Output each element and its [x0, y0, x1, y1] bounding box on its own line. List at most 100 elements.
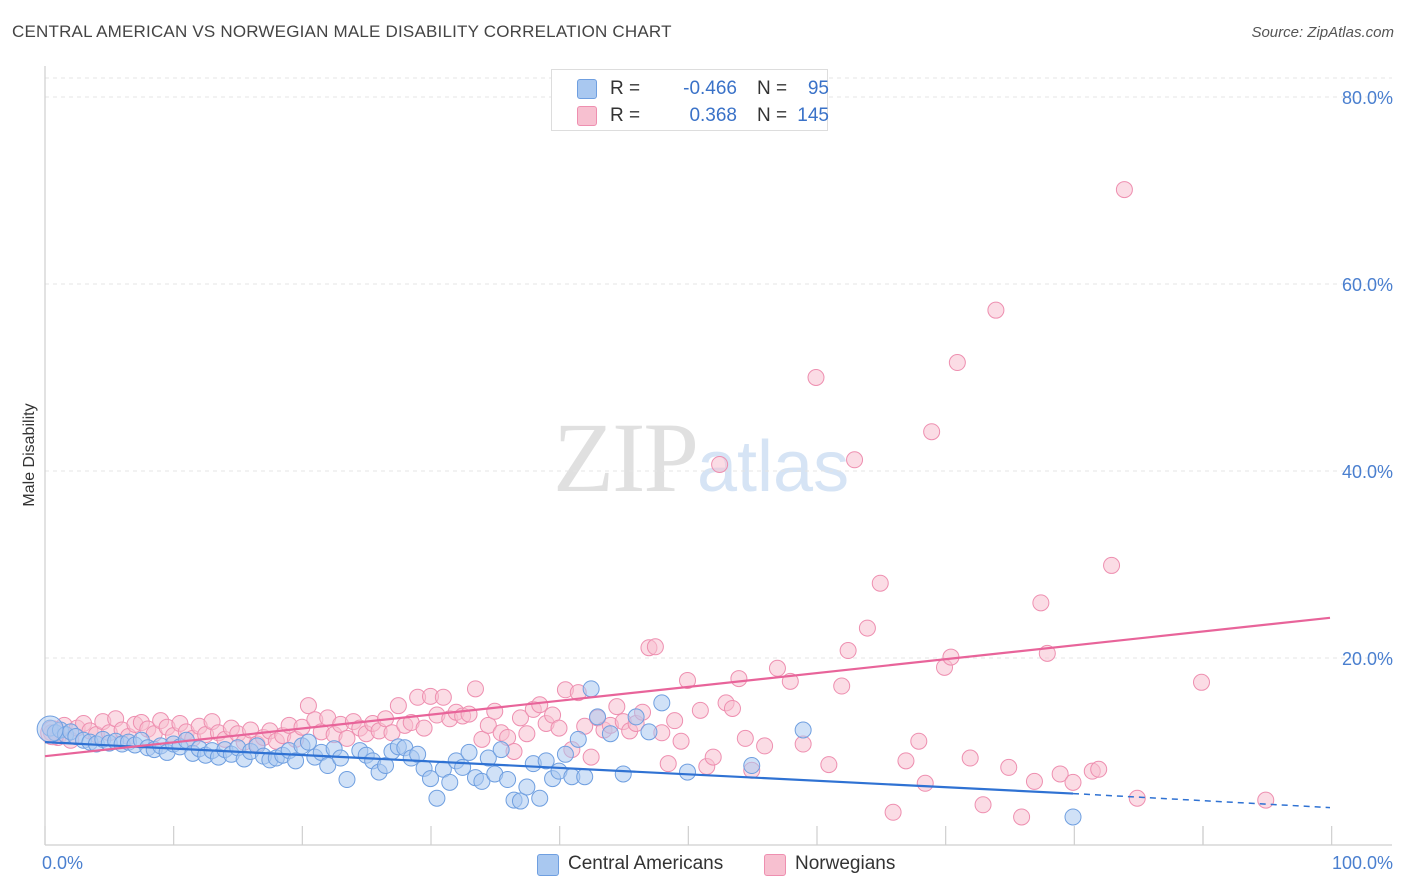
norwegian-point [550, 719, 568, 737]
legend-r-value: 0.368 [689, 105, 737, 126]
norwegian-point [871, 574, 889, 592]
central-american-point [422, 770, 439, 788]
central-american-point [287, 752, 305, 770]
norwegian-point [299, 697, 317, 715]
norwegian-point [884, 803, 902, 821]
central-american-point [36, 715, 64, 743]
legend-swatch-blue [537, 854, 559, 876]
norwegian-point [659, 755, 677, 773]
legend-label: Central Americans [568, 853, 724, 874]
norwegian-point [704, 748, 722, 766]
central-americans-trend-line [44, 741, 1074, 795]
norwegian-point [511, 709, 529, 727]
norwegian-point [730, 670, 748, 688]
central-american-point [460, 743, 478, 761]
central-american-point [556, 745, 574, 763]
norwegian-point [910, 732, 928, 750]
central-american-point [679, 763, 696, 781]
norwegians-points [40, 181, 1275, 826]
norwegian-point [646, 638, 664, 656]
norwegian-point [672, 732, 690, 750]
central-american-point [582, 680, 600, 698]
central-american-point [640, 723, 658, 741]
norwegian-point [1257, 791, 1275, 809]
norwegian-point [948, 354, 966, 372]
correlation-legend: R = -0.466 N = 95 R = 0.368 N = 145 [551, 69, 829, 131]
central-american-point [537, 752, 555, 770]
central-american-point [531, 789, 549, 807]
x-tick-label: 0.0% [42, 853, 83, 873]
norwegian-point [1032, 594, 1050, 612]
central-american-point [479, 749, 497, 767]
legend-swatch-pink [764, 854, 786, 876]
central-americans-trend-extension [1072, 792, 1331, 809]
norwegian-point [768, 659, 786, 677]
norwegian-point [460, 705, 478, 723]
legend-n-value: 145 [797, 105, 829, 126]
legend-r-label: R = [610, 105, 641, 126]
central-american-point [589, 708, 607, 726]
norwegian-point [1128, 789, 1146, 807]
norwegian-point [858, 619, 876, 637]
norwegian-point [466, 680, 484, 698]
norwegian-point [756, 737, 774, 755]
norwegian-point [839, 642, 857, 660]
norwegian-point [923, 423, 941, 441]
norwegian-point [1193, 673, 1210, 691]
legend-r-value: -0.466 [683, 78, 737, 99]
central-american-point [492, 741, 510, 759]
norwegian-point [1090, 760, 1108, 778]
norwegian-point [666, 712, 684, 730]
norwegian-point [479, 716, 497, 734]
central-american-point [518, 778, 536, 796]
central-american-point [499, 771, 517, 789]
y-tick-label: 20.0% [1342, 649, 1393, 669]
central-american-point [1064, 808, 1082, 826]
central-american-point [627, 708, 645, 726]
norwegian-point [1064, 773, 1082, 791]
norwegian-point [1025, 772, 1043, 790]
legend-n-label: N = [757, 105, 788, 126]
legend-swatch-blue [577, 79, 597, 99]
norwegian-point [1103, 556, 1121, 574]
central-american-point [576, 768, 594, 786]
norwegian-point [1051, 765, 1069, 783]
x-tick-label: 100.0% [1332, 853, 1393, 873]
norwegian-point [711, 455, 729, 473]
legend-swatch-pink [577, 106, 597, 126]
central-american-point [653, 694, 671, 712]
norwegian-point [1013, 808, 1031, 826]
central-american-point [473, 772, 491, 790]
norwegian-point [846, 451, 864, 469]
norwegian-point [807, 369, 825, 386]
central-american-point [338, 771, 356, 789]
central-american-point [569, 730, 587, 748]
central-american-point [794, 721, 812, 739]
norwegian-point [1000, 758, 1018, 776]
tick-labels: 20.0% 40.0% 60.0% 80.0% 0.0% 100.0% [42, 88, 1393, 873]
source-label: Source: ZipAtlas.com [1251, 24, 1394, 41]
central-american-point [409, 745, 427, 763]
central-american-point [319, 757, 337, 775]
central-american-point [377, 757, 395, 775]
y-tick-label: 60.0% [1342, 275, 1393, 295]
norwegian-point [974, 796, 992, 814]
legend-r-label: R = [610, 78, 641, 99]
gridlines [45, 77, 1392, 659]
central-american-point [614, 765, 632, 783]
norwegian-point [434, 688, 452, 706]
central-americans-points [36, 680, 1082, 826]
norwegian-point [608, 698, 626, 716]
norwegian-point [531, 696, 549, 714]
central-american-point [299, 733, 317, 751]
central-american-point [511, 792, 529, 810]
norwegian-point [415, 719, 433, 737]
central-american-point [441, 773, 459, 791]
legend-label: Norwegians [795, 853, 896, 874]
norwegian-point [473, 730, 491, 748]
norwegian-point [897, 752, 915, 770]
axes [44, 66, 1392, 846]
norwegian-point [916, 774, 934, 792]
norwegian-point [987, 301, 1005, 319]
